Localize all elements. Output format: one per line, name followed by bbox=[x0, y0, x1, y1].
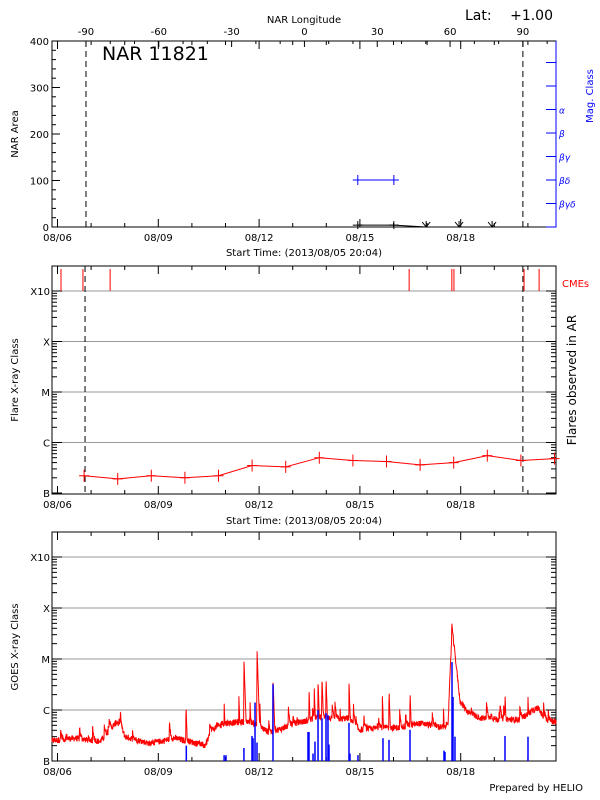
middle-panel-xlabel: Start Time: (2013/08/05 20:04) bbox=[226, 516, 382, 527]
x-tick-label: 08/12 bbox=[245, 767, 274, 778]
x-tick-label: 08/06 bbox=[43, 500, 72, 511]
y-tick-label: 200 bbox=[30, 130, 49, 141]
y-tick-label: B bbox=[43, 489, 50, 500]
longitude-tick-label: -30 bbox=[223, 27, 239, 38]
x-tick-label: 08/06 bbox=[43, 767, 72, 778]
flares-observed-y2label: Flares observed in AR bbox=[565, 315, 579, 445]
flare-point-marker bbox=[314, 451, 325, 464]
flare-point-marker bbox=[515, 454, 526, 467]
y-tick-label: 400 bbox=[30, 37, 49, 48]
y-tick-label: M bbox=[41, 388, 50, 399]
mag-class-ylabel: Mag. Class bbox=[585, 69, 596, 123]
x-tick-label: 08/15 bbox=[345, 767, 374, 778]
area-point-marker bbox=[352, 221, 363, 230]
flare-point-marker bbox=[79, 469, 90, 482]
y-tick-label: C bbox=[43, 706, 50, 717]
flare-point-marker bbox=[549, 452, 560, 465]
longitude-tick-label: -90 bbox=[78, 27, 94, 38]
prepared-by-footer: Prepared by HELIO bbox=[489, 783, 583, 794]
area-upper-limit-marker bbox=[421, 221, 431, 228]
lat-value: +1.00 bbox=[510, 8, 553, 24]
longitude-tick-label: 0 bbox=[301, 27, 307, 38]
y-tick-label: 300 bbox=[30, 84, 49, 95]
flare-class-ylabel: Flare X-ray Class bbox=[10, 338, 21, 422]
x-tick-label: 08/12 bbox=[245, 500, 274, 511]
plot-frame bbox=[51, 40, 557, 228]
x-tick-label: 08/18 bbox=[446, 233, 475, 244]
x-tick-label: 08/09 bbox=[144, 767, 173, 778]
mag-class-tick-label: α bbox=[559, 107, 565, 117]
mag-class-point-marker bbox=[388, 175, 399, 185]
x-tick-label: 08/15 bbox=[345, 500, 374, 511]
plot-frame bbox=[51, 531, 557, 762]
y-tick-label: B bbox=[43, 757, 50, 768]
mag-class-tick-label: βγ bbox=[558, 154, 571, 164]
goes-class-ylabel: GOES X-ray Class bbox=[10, 603, 21, 690]
longitude-axis-title: NAR Longitude bbox=[267, 15, 341, 26]
top-panel-xlabel: Start Time: (2013/08/05 20:04) bbox=[226, 248, 382, 259]
x-tick-label: 08/18 bbox=[446, 500, 475, 511]
x-tick-label: 08/09 bbox=[144, 233, 173, 244]
mag-class-tick-label: βγδ bbox=[558, 201, 576, 211]
area-upper-limit-marker bbox=[487, 221, 497, 228]
x-tick-label: 08/06 bbox=[43, 233, 72, 244]
longitude-tick-label: 90 bbox=[517, 27, 530, 38]
flare-point-marker bbox=[112, 472, 123, 485]
area-upper-limit-marker bbox=[454, 221, 464, 228]
x-tick-label: 08/15 bbox=[345, 233, 374, 244]
flare-point-marker bbox=[146, 469, 157, 482]
longitude-tick-label: 30 bbox=[371, 27, 384, 38]
flare-point-marker bbox=[247, 459, 258, 472]
y-tick-label: X bbox=[43, 604, 50, 615]
flare-point-marker bbox=[381, 455, 392, 468]
area-point-marker bbox=[388, 221, 399, 230]
longitude-tick-label: 60 bbox=[444, 27, 457, 38]
flare-point-marker bbox=[179, 471, 190, 484]
x-tick-label: 08/09 bbox=[144, 500, 173, 511]
mag-class-tick-label: βδ bbox=[558, 177, 571, 187]
y-tick-label: X10 bbox=[30, 287, 50, 298]
x-tick-label: 08/18 bbox=[446, 767, 475, 778]
lat-label: Lat: bbox=[465, 8, 492, 24]
y-tick-label: M bbox=[41, 655, 50, 666]
flare-point-marker bbox=[280, 460, 291, 473]
region-title: NAR 11821 bbox=[102, 43, 209, 65]
y-tick-label: X10 bbox=[30, 553, 50, 564]
y-tick-label: 0 bbox=[43, 223, 49, 234]
flare-point-marker bbox=[213, 469, 224, 482]
flare-point-marker bbox=[448, 456, 459, 469]
y-tick-label: X bbox=[43, 338, 50, 349]
mag-class-tick-label: β bbox=[558, 130, 565, 140]
longitude-tick-label: -60 bbox=[151, 27, 167, 38]
x-tick-label: 08/12 bbox=[245, 233, 274, 244]
nar-area-ylabel: NAR Area bbox=[10, 110, 21, 157]
cme-label: CMEs bbox=[562, 279, 589, 290]
flare-point-marker bbox=[347, 454, 358, 467]
y-tick-label: C bbox=[43, 439, 50, 450]
mag-class-point-marker bbox=[352, 175, 363, 185]
goes-xray-flux-line bbox=[51, 623, 557, 749]
y-tick-label: 100 bbox=[30, 177, 49, 188]
flare-point-marker bbox=[482, 449, 493, 462]
plot-frame bbox=[51, 265, 557, 495]
flare-point-marker bbox=[415, 458, 426, 471]
